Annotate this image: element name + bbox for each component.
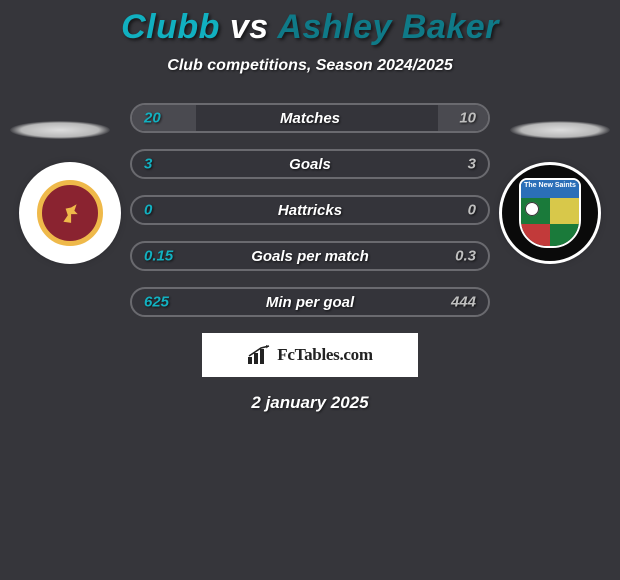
spotlight-left <box>10 121 110 139</box>
team-badge-right: The New Saints <box>502 165 598 261</box>
player2-name: Ashley Baker <box>277 8 498 46</box>
snapshot-date: 2 january 2025 <box>0 393 620 413</box>
stat-bars: 20 Matches 10 3 Goals 3 0 Hattricks 0 0.15 Goals p… <box>130 103 490 317</box>
vs-separator: vs <box>230 8 269 46</box>
stat-label: Matches <box>280 110 340 127</box>
stat-value-left: 625 <box>144 294 169 311</box>
stat-label: Goals per match <box>251 248 369 265</box>
stat-value-right: 0.3 <box>455 248 476 265</box>
stat-fill-left <box>132 105 196 131</box>
stat-value-left: 20 <box>144 110 161 127</box>
stats-arena: The New Saints 20 Matches 10 3 Goals 3 0 Hattri… <box>0 103 620 317</box>
stat-label: Hattricks <box>278 202 342 219</box>
stat-row: 0.15 Goals per match 0.3 <box>130 241 490 271</box>
bar-chart-icon <box>247 345 271 365</box>
comparison-card: Clubb vs Ashley Baker Club competitions,… <box>0 0 620 580</box>
stat-label: Min per goal <box>266 294 354 311</box>
subtitle: Club competitions, Season 2024/2025 <box>0 57 620 75</box>
archer-icon <box>59 202 81 224</box>
spotlight-right <box>510 121 610 139</box>
stat-value-left: 3 <box>144 156 152 173</box>
stat-row: 625 Min per goal 444 <box>130 287 490 317</box>
stat-row: 20 Matches 10 <box>130 103 490 133</box>
brand-name: FcTables.com <box>277 345 372 365</box>
stat-value-left: 0 <box>144 202 152 219</box>
stat-row: 0 Hattricks 0 <box>130 195 490 225</box>
stat-value-right: 444 <box>451 294 476 311</box>
page-title: Clubb vs Ashley Baker <box>0 0 620 47</box>
stat-row: 3 Goals 3 <box>130 149 490 179</box>
stat-value-right: 0 <box>468 202 476 219</box>
brand-box: FcTables.com <box>202 333 418 377</box>
football-icon <box>525 202 539 216</box>
team-badge-left <box>22 165 118 261</box>
player1-name: Clubb <box>121 8 220 46</box>
stat-value-right: 3 <box>468 156 476 173</box>
badge-banner: The New Saints <box>521 180 579 198</box>
stat-value-left: 0.15 <box>144 248 173 265</box>
stat-value-right: 10 <box>459 110 476 127</box>
stat-label: Goals <box>289 156 331 173</box>
